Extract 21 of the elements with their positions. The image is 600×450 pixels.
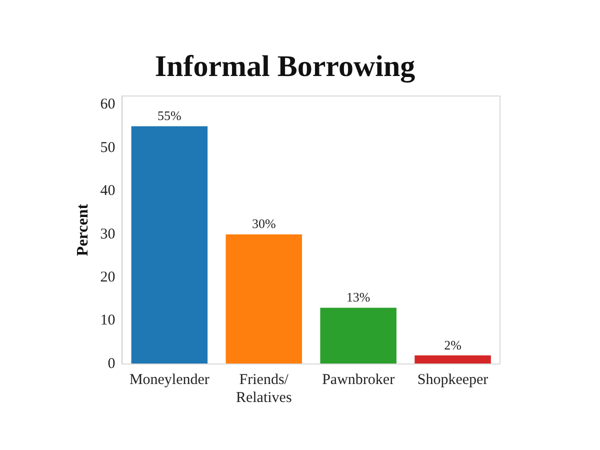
data-label: 55%	[158, 108, 182, 124]
y-axis-title: Percent	[74, 203, 92, 256]
x-tick-label: Pawnbroker	[322, 372, 395, 388]
y-tick-label: 30	[100, 226, 116, 242]
data-label: 30%	[252, 216, 276, 232]
data-label: 13%	[346, 290, 370, 305]
y-tick-label: 20	[100, 269, 116, 286]
y-tick-label: 40	[100, 183, 116, 200]
x-tick-label: Friends/ Relatives	[236, 372, 292, 406]
chart-title: Informal Borrowing	[154, 50, 416, 83]
bar	[226, 234, 302, 364]
bar	[414, 355, 491, 364]
x-tick-label: Moneylender	[129, 372, 210, 388]
y-tick-label: 0	[108, 356, 116, 372]
y-tick-label: 50	[100, 140, 116, 156]
data-label: 2%	[444, 337, 462, 352]
x-tick-label: Shopkeeper	[417, 372, 488, 388]
y-tick-label: 60	[100, 96, 116, 113]
y-tick-label: 10	[100, 312, 116, 329]
bar	[320, 308, 396, 364]
bar	[131, 126, 208, 364]
